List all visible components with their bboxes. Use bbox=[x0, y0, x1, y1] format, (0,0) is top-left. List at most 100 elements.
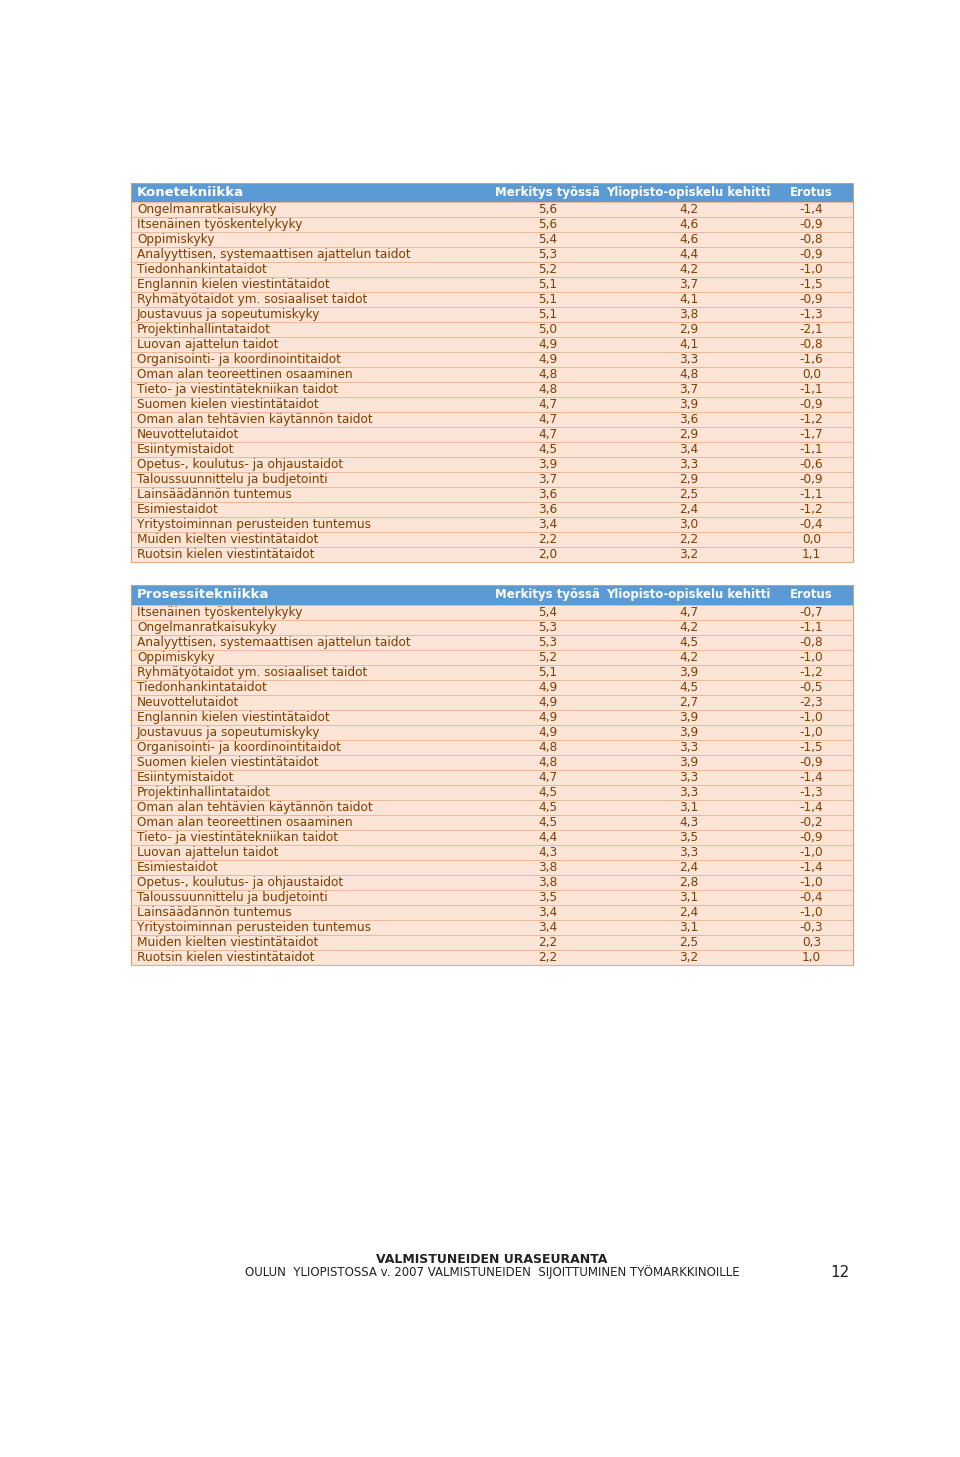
Text: -1,0: -1,0 bbox=[800, 876, 824, 889]
Text: 3,1: 3,1 bbox=[680, 801, 699, 813]
Bar bbox=[131, 800, 853, 814]
Bar bbox=[131, 845, 853, 860]
Text: 3,2: 3,2 bbox=[680, 548, 699, 561]
Text: -0,4: -0,4 bbox=[800, 890, 824, 903]
Text: 3,8: 3,8 bbox=[539, 861, 558, 874]
Text: Itsenäinen työskentelykyky: Itsenäinen työskentelykyky bbox=[137, 217, 302, 230]
Text: 3,4: 3,4 bbox=[680, 443, 699, 456]
Text: Analyyttisen, systemaattisen ajattelun taidot: Analyyttisen, systemaattisen ajattelun t… bbox=[137, 248, 411, 261]
Text: 5,6: 5,6 bbox=[539, 203, 558, 216]
Text: -1,5: -1,5 bbox=[800, 740, 824, 753]
Text: Merkitys työssä: Merkitys työssä bbox=[495, 589, 600, 602]
Text: -1,0: -1,0 bbox=[800, 711, 824, 724]
Text: -0,7: -0,7 bbox=[800, 606, 824, 619]
Text: 2,4: 2,4 bbox=[680, 906, 699, 919]
Text: 4,2: 4,2 bbox=[680, 621, 699, 634]
Text: -1,6: -1,6 bbox=[800, 353, 824, 366]
Text: -0,9: -0,9 bbox=[800, 756, 824, 769]
Bar bbox=[131, 890, 853, 905]
Text: Luovan ajattelun taidot: Luovan ajattelun taidot bbox=[137, 338, 278, 351]
Text: Joustavuus ja sopeutumiskyky: Joustavuus ja sopeutumiskyky bbox=[137, 307, 321, 321]
Text: 3,7: 3,7 bbox=[680, 383, 698, 396]
Text: 2,2: 2,2 bbox=[680, 533, 699, 546]
Text: Taloussuunnittelu ja budjetointi: Taloussuunnittelu ja budjetointi bbox=[137, 890, 327, 903]
Text: 3,9: 3,9 bbox=[539, 457, 558, 471]
Text: Lainsäädännön tuntemus: Lainsäädännön tuntemus bbox=[137, 906, 292, 919]
Text: -1,2: -1,2 bbox=[800, 412, 824, 425]
Text: Erotus: Erotus bbox=[790, 589, 833, 602]
Bar bbox=[131, 232, 853, 246]
Text: Muiden kielten viestintätaidot: Muiden kielten viestintätaidot bbox=[137, 935, 319, 949]
Text: 4,1: 4,1 bbox=[680, 293, 699, 306]
Text: Opetus-, koulutus- ja ohjaustaidot: Opetus-, koulutus- ja ohjaustaidot bbox=[137, 457, 343, 471]
Text: -1,4: -1,4 bbox=[800, 203, 824, 216]
Text: 3,4: 3,4 bbox=[539, 519, 558, 532]
Bar bbox=[131, 814, 853, 829]
Text: Taloussuunnittelu ja budjetointi: Taloussuunnittelu ja budjetointi bbox=[137, 474, 327, 487]
Bar bbox=[131, 755, 853, 769]
Text: 3,6: 3,6 bbox=[539, 503, 558, 516]
Text: 2,2: 2,2 bbox=[539, 935, 558, 949]
Text: 5,3: 5,3 bbox=[539, 248, 558, 261]
Text: 4,7: 4,7 bbox=[539, 428, 558, 441]
Text: Merkitys työssä: Merkitys työssä bbox=[495, 185, 600, 198]
Text: OULUN  YLIOPISTOSSA v. 2007 VALMISTUNEIDEN  SIJOITTUMINEN TYÖMARKKINOILLE: OULUN YLIOPISTOSSA v. 2007 VALMISTUNEIDE… bbox=[245, 1265, 739, 1279]
Text: 2,7: 2,7 bbox=[680, 695, 698, 708]
Text: 4,8: 4,8 bbox=[539, 383, 558, 396]
Bar bbox=[131, 586, 853, 965]
Text: 1,0: 1,0 bbox=[802, 951, 821, 965]
Text: Suomen kielen viestintätaidot: Suomen kielen viestintätaidot bbox=[137, 756, 319, 769]
Text: 2,8: 2,8 bbox=[680, 876, 699, 889]
Text: -1,5: -1,5 bbox=[800, 278, 824, 291]
Text: 5,4: 5,4 bbox=[539, 233, 558, 246]
Bar bbox=[131, 503, 853, 517]
Text: -2,1: -2,1 bbox=[800, 323, 824, 337]
Text: -1,3: -1,3 bbox=[800, 307, 824, 321]
Text: 4,7: 4,7 bbox=[539, 412, 558, 425]
Text: Opetus-, koulutus- ja ohjaustaidot: Opetus-, koulutus- ja ohjaustaidot bbox=[137, 876, 343, 889]
Text: -1,0: -1,0 bbox=[800, 726, 824, 739]
Text: Muiden kielten viestintätaidot: Muiden kielten viestintätaidot bbox=[137, 533, 319, 546]
Text: 5,3: 5,3 bbox=[539, 621, 558, 634]
Bar bbox=[131, 217, 853, 232]
Text: Yritystoiminnan perusteiden tuntemus: Yritystoiminnan perusteiden tuntemus bbox=[137, 519, 372, 532]
Bar bbox=[131, 353, 853, 367]
Text: Projektinhallintataidot: Projektinhallintataidot bbox=[137, 323, 271, 337]
Text: 3,3: 3,3 bbox=[680, 845, 699, 858]
Text: Esimiestaidot: Esimiestaidot bbox=[137, 503, 219, 516]
Text: 5,1: 5,1 bbox=[539, 666, 558, 679]
Text: 4,9: 4,9 bbox=[539, 353, 558, 366]
Text: 2,5: 2,5 bbox=[680, 935, 698, 949]
Text: 4,5: 4,5 bbox=[539, 801, 558, 813]
Text: -0,9: -0,9 bbox=[800, 830, 824, 844]
Text: -2,3: -2,3 bbox=[800, 695, 824, 708]
Bar bbox=[131, 291, 853, 307]
Text: 5,3: 5,3 bbox=[539, 635, 558, 648]
Text: Ryhmätyötaidot ym. sosiaaliset taidot: Ryhmätyötaidot ym. sosiaaliset taidot bbox=[137, 666, 368, 679]
Text: -0,9: -0,9 bbox=[800, 398, 824, 411]
Text: -0,5: -0,5 bbox=[800, 680, 824, 694]
Bar bbox=[131, 935, 853, 950]
Text: Neuvottelutaidot: Neuvottelutaidot bbox=[137, 695, 239, 708]
Text: Ruotsin kielen viestintätaidot: Ruotsin kielen viestintätaidot bbox=[137, 951, 315, 965]
Bar bbox=[131, 919, 853, 935]
Text: 4,2: 4,2 bbox=[680, 651, 699, 663]
Text: Esiintymistaidot: Esiintymistaidot bbox=[137, 771, 234, 784]
Text: 5,6: 5,6 bbox=[539, 217, 558, 230]
Text: Suomen kielen viestintätaidot: Suomen kielen viestintätaidot bbox=[137, 398, 319, 411]
Text: 2,5: 2,5 bbox=[680, 488, 698, 501]
Bar bbox=[131, 307, 853, 322]
Text: 3,9: 3,9 bbox=[680, 398, 699, 411]
Bar bbox=[131, 586, 853, 605]
Text: 4,7: 4,7 bbox=[539, 398, 558, 411]
Bar bbox=[131, 532, 853, 548]
Text: -1,4: -1,4 bbox=[800, 861, 824, 874]
Bar bbox=[131, 619, 853, 635]
Text: 3,9: 3,9 bbox=[680, 756, 699, 769]
Text: -0,9: -0,9 bbox=[800, 248, 824, 261]
Bar bbox=[131, 785, 853, 800]
Text: 0,3: 0,3 bbox=[802, 935, 821, 949]
Bar bbox=[131, 487, 853, 503]
Text: -1,1: -1,1 bbox=[800, 443, 824, 456]
Text: Yritystoiminnan perusteiden tuntemus: Yritystoiminnan perusteiden tuntemus bbox=[137, 921, 372, 934]
